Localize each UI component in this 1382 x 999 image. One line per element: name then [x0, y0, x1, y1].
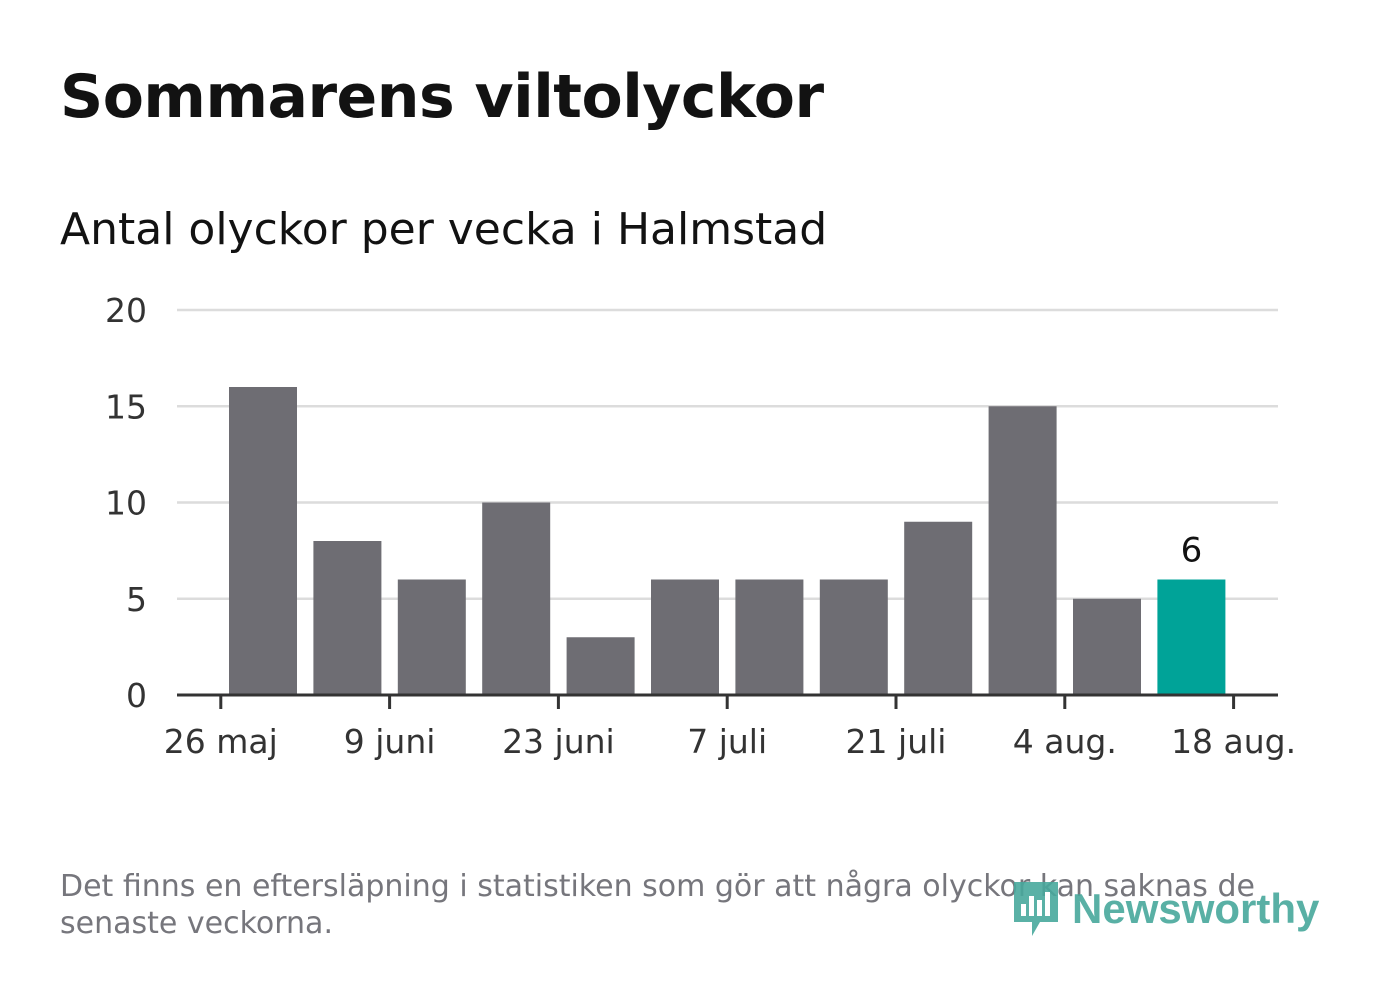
newsworthy-logo-icon [1010, 878, 1062, 940]
bar [989, 406, 1057, 695]
x-tick-label: 21 juli [846, 722, 947, 761]
newsworthy-logo: Newsworthy [1010, 878, 1319, 940]
bar [567, 637, 635, 695]
x-axis [177, 695, 1278, 709]
bars [229, 387, 1225, 695]
x-tick-label: 7 juli [687, 722, 767, 761]
logo-wordmark: Newsworthy [1072, 885, 1319, 933]
y-tick-label: 20 [105, 291, 147, 330]
x-tick-label: 23 juni [502, 722, 615, 761]
bar [904, 522, 972, 695]
bar [313, 541, 381, 695]
y-tick-label: 5 [126, 580, 147, 619]
y-tick-label: 0 [126, 676, 147, 715]
bar [1157, 580, 1225, 696]
x-tick-label: 4 aug. [1013, 722, 1117, 761]
bar [398, 580, 466, 696]
x-tick-label: 9 juni [344, 722, 436, 761]
bar [229, 387, 297, 695]
bar [482, 503, 550, 696]
bar [1073, 599, 1141, 695]
bar-chart: 0 5 10 15 20 6 26 maj 9 juni 23 juni 7 juli 21 jul… [0, 0, 1382, 999]
y-tick-label: 15 [105, 387, 147, 426]
data-label: 6 [1181, 531, 1203, 571]
bar [735, 580, 803, 696]
bar [820, 580, 888, 696]
x-tick-label: 18 aug. [1171, 722, 1296, 761]
y-tick-label: 10 [105, 484, 147, 523]
bar [651, 580, 719, 696]
x-tick-label: 26 maj [164, 722, 278, 761]
